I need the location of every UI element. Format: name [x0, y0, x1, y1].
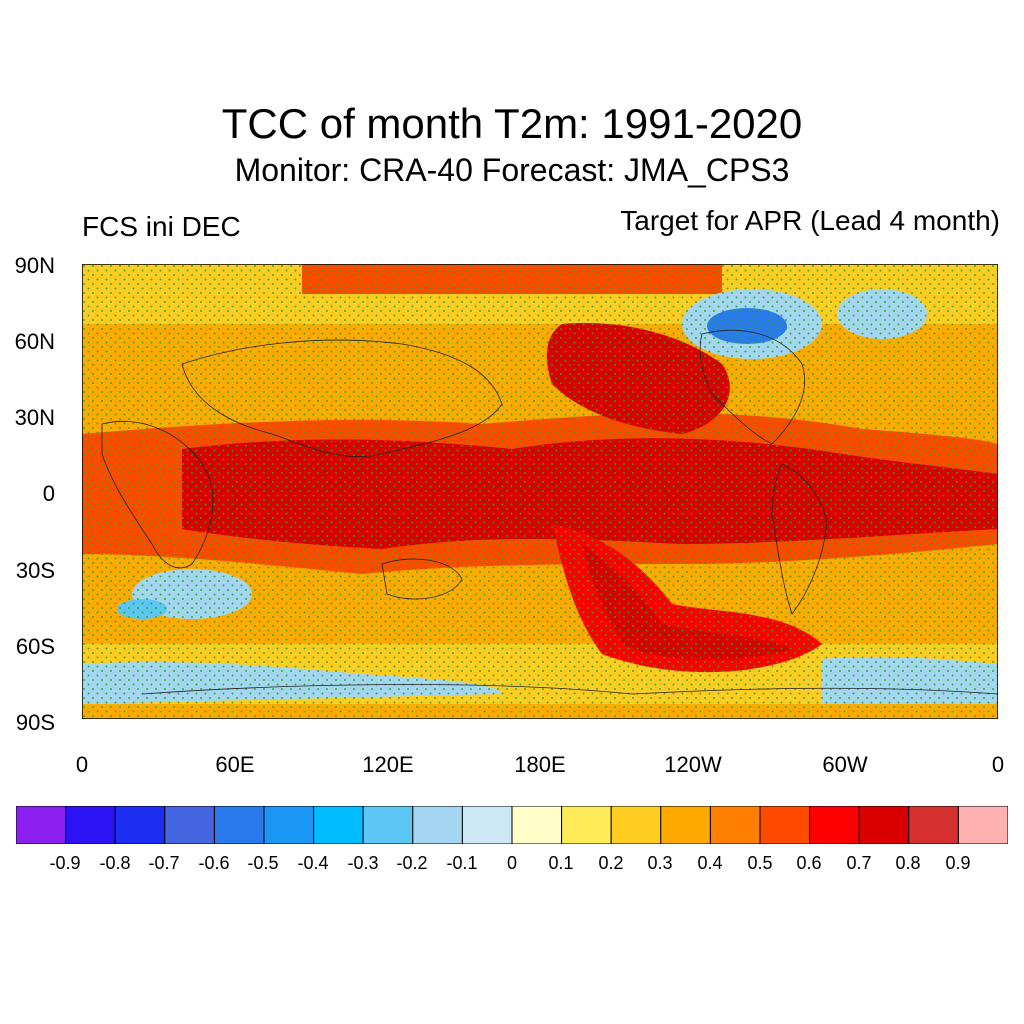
colorbar-box	[660, 806, 711, 844]
colorbar-box	[858, 806, 910, 844]
colorbar-box	[709, 806, 761, 844]
chart-title: TCC of month T2m: 1991-2020	[221, 100, 803, 147]
x-tick-label: 60W	[822, 752, 868, 777]
y-tick-label: 60N	[14, 329, 55, 354]
x-tick-label: 180E	[514, 752, 566, 777]
colorbar	[16, 806, 1008, 844]
y-tick-label: 30N	[14, 405, 55, 430]
colorbar-box	[114, 806, 166, 844]
x-tick-label: 120E	[362, 752, 414, 777]
colorbar-box	[213, 806, 265, 844]
colorbar-box	[610, 806, 662, 844]
colorbar-label: -0.1	[446, 853, 478, 873]
y-tick-label: 30S	[15, 558, 55, 583]
x-tick-label: 120W	[664, 752, 722, 777]
y-tick-label: 0	[42, 481, 55, 506]
colorbar-label: 0.2	[598, 853, 624, 873]
colorbar-label: 0.8	[895, 853, 921, 873]
colorbar-label: -0.5	[247, 853, 279, 873]
colorbar-box	[362, 806, 414, 844]
colorbar-label: -0.6	[198, 853, 230, 873]
x-tick-label: 60E	[215, 752, 255, 777]
x-tick-label: 0	[991, 752, 1005, 777]
y-tick-label: 60S	[15, 634, 55, 659]
colorbar-box	[759, 806, 811, 844]
colorbar-box	[263, 806, 315, 844]
y-tick-label: 90N	[14, 253, 55, 278]
chart-subtitle: Monitor: CRA-40 Forecast: JMA_CPS3	[234, 152, 790, 188]
colorbar-label: 0.9	[945, 853, 971, 873]
colorbar-box	[164, 806, 215, 844]
colorbar-label: -0.2	[396, 853, 428, 873]
colorbar-label: -0.8	[99, 853, 131, 873]
colorbar-box	[511, 806, 563, 844]
init-label: FCS ini DEC	[82, 211, 241, 242]
colorbar-box	[16, 806, 67, 844]
colorbar-label: -0.7	[148, 853, 180, 873]
coastlines	[101, 329, 998, 695]
colorbar-label: 0.1	[548, 853, 574, 873]
colorbar-label: 0.5	[747, 853, 773, 873]
colorbar-label: -0.9	[49, 853, 81, 873]
x-tick-label: 0	[75, 752, 89, 777]
colorbar-box	[957, 806, 1008, 844]
colorbar-label: 0	[506, 853, 517, 873]
colorbar-box	[809, 806, 860, 844]
colorbar-label: 0.6	[796, 853, 822, 873]
colorbar-label: 0.7	[846, 853, 872, 873]
colorbar-box	[461, 806, 513, 844]
colorbar-label: 0.3	[647, 853, 673, 873]
colorbar-label: -0.3	[347, 853, 379, 873]
colorbar-box	[908, 806, 959, 844]
significance-stippling	[82, 264, 998, 719]
colorbar-label: 0.4	[697, 853, 723, 873]
colorbar-label: -0.4	[297, 853, 329, 873]
colorbar-box	[561, 806, 612, 844]
target-label: Target for APR (Lead 4 month)	[620, 205, 1000, 236]
correlation-map	[82, 264, 998, 719]
y-tick-label: 90S	[15, 710, 55, 735]
colorbar-box	[313, 806, 364, 844]
colorbar-box	[412, 806, 463, 844]
colorbar-box	[65, 806, 116, 844]
